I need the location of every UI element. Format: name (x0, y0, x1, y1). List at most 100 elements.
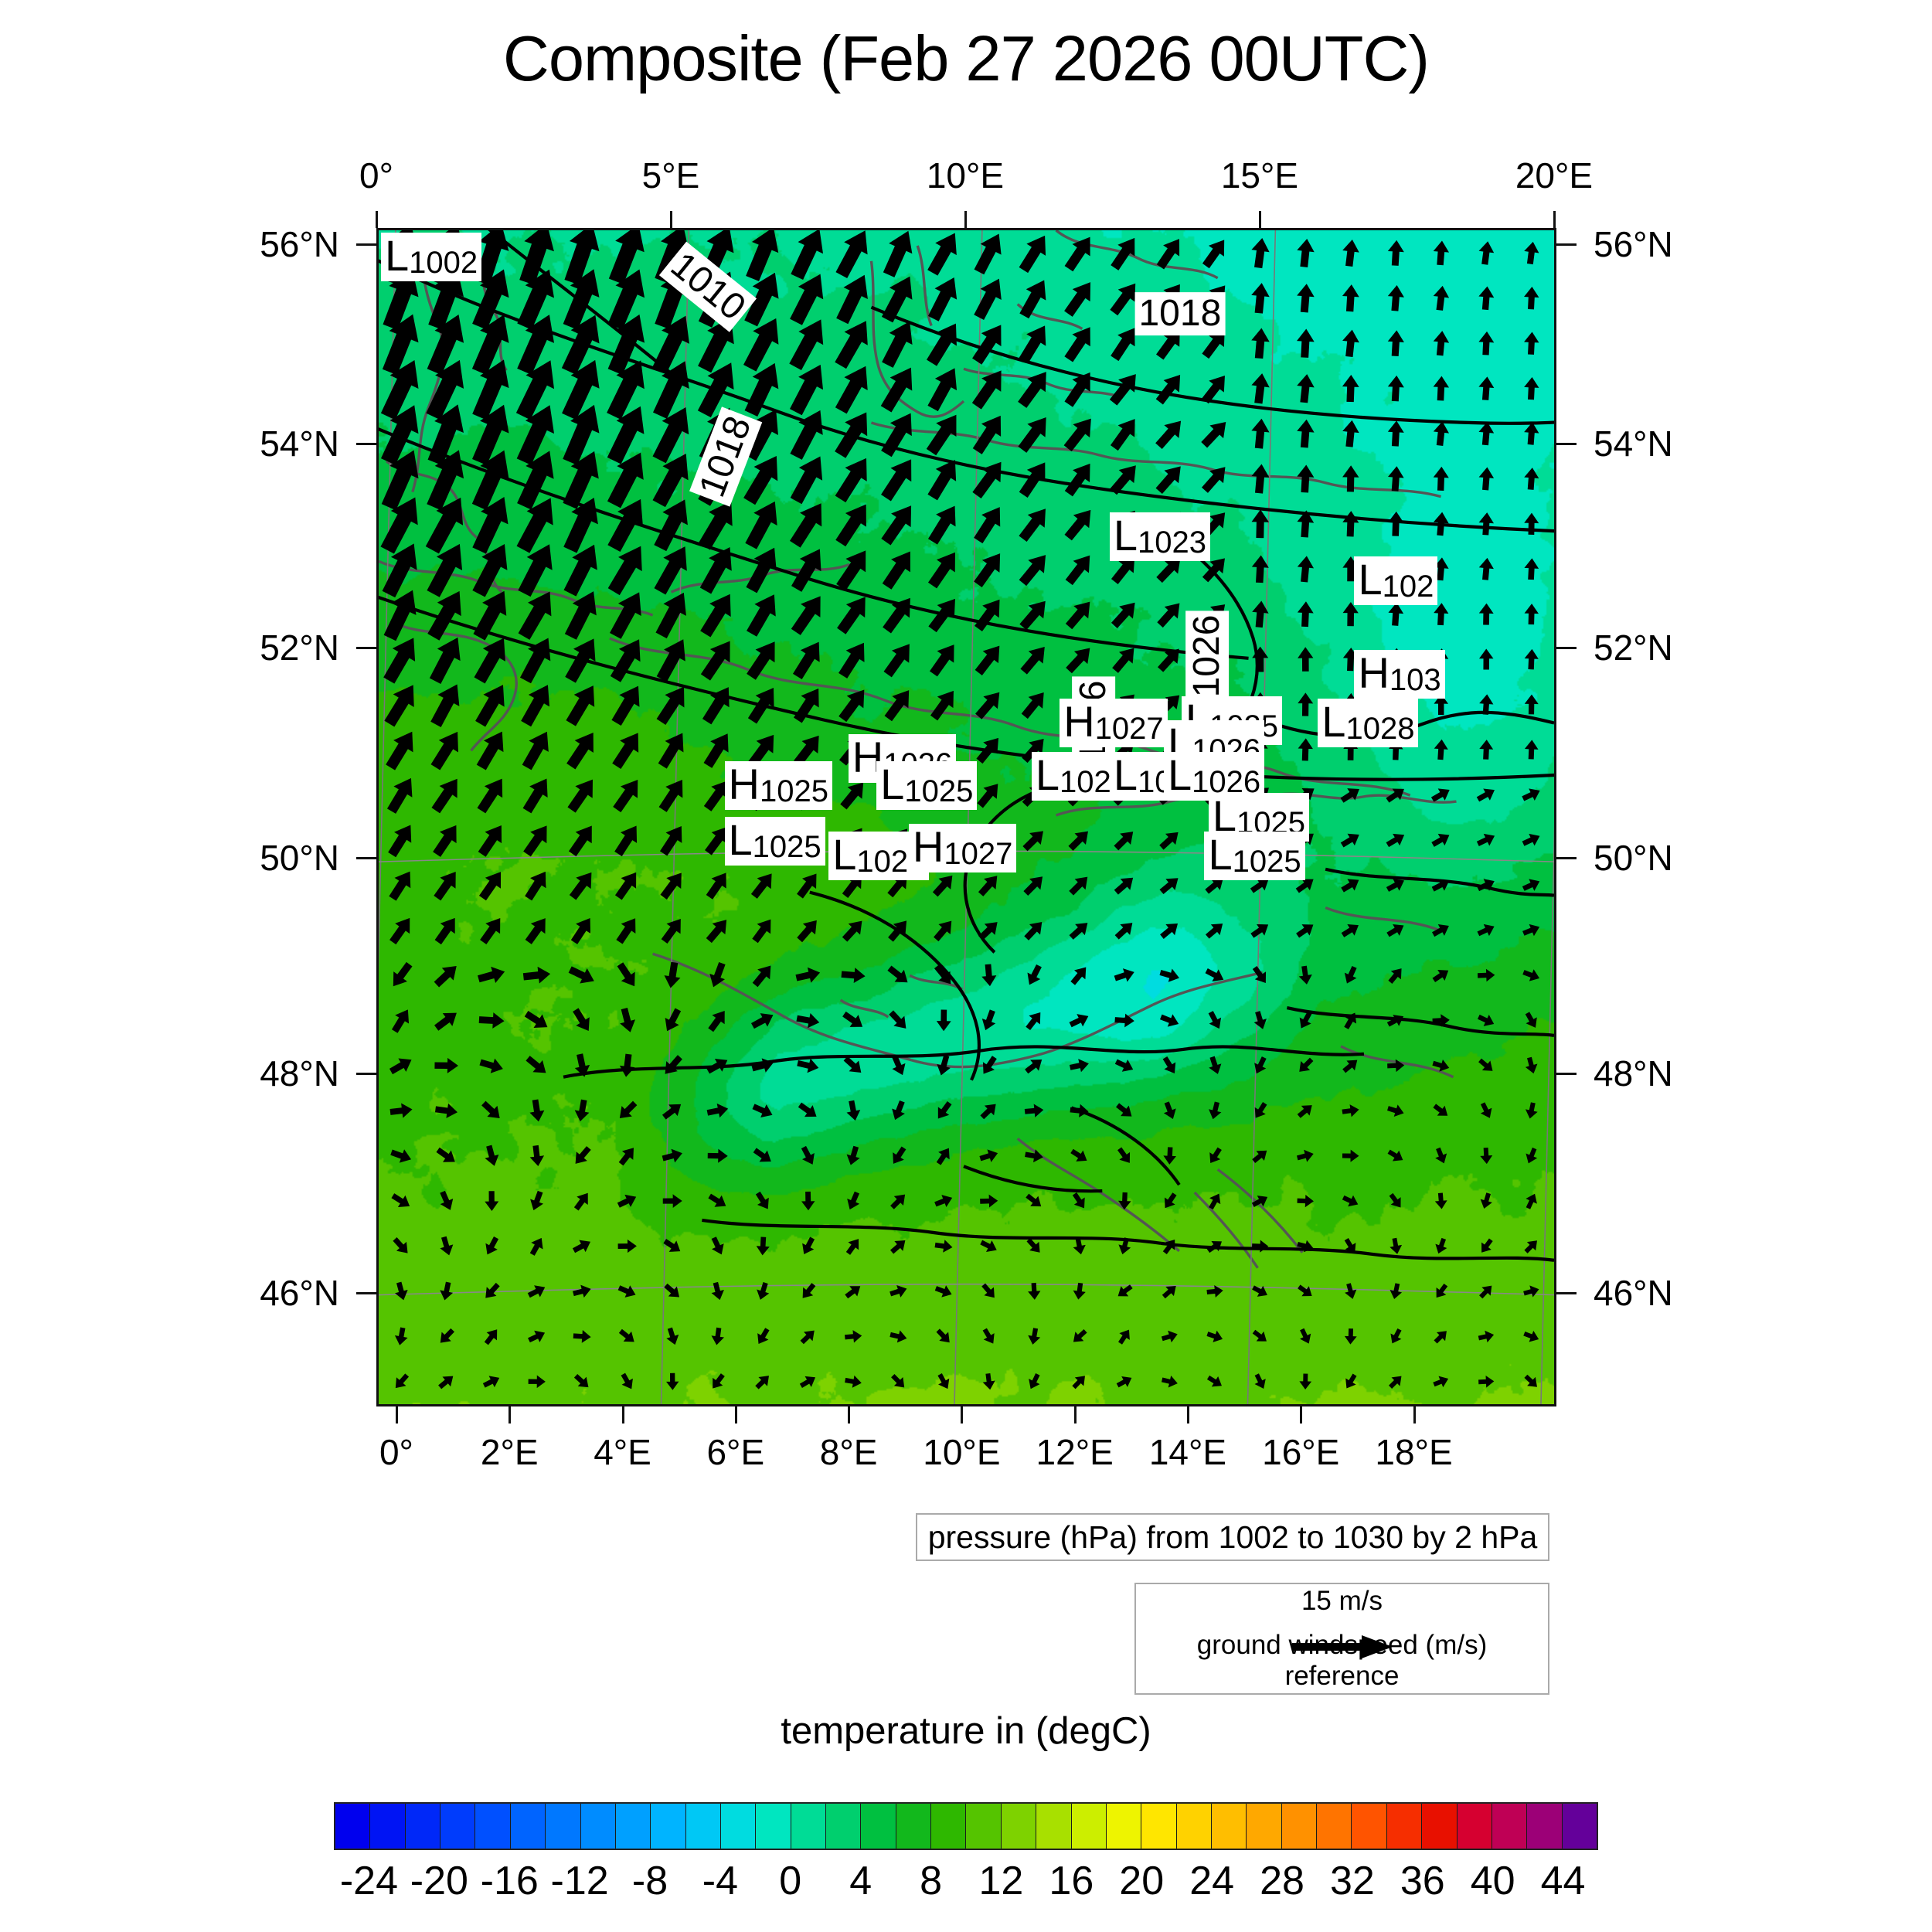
wind-arrow (791, 596, 821, 635)
wind-arrow (425, 497, 464, 554)
pressure-system-value: 1023 (1138, 525, 1207, 560)
colorbar-swatch-32 (1457, 1804, 1492, 1849)
wind-arrow (481, 1100, 500, 1119)
wind-arrow (926, 323, 957, 366)
wind-arrow (797, 1058, 819, 1073)
wind-arrow (1070, 1104, 1089, 1117)
wind-arrow (429, 637, 461, 684)
wind-arrow (529, 1145, 545, 1167)
colorbar-swatch-19 (1001, 1804, 1037, 1849)
wind-arrow (1436, 1284, 1448, 1298)
tick-top-4 (1553, 211, 1556, 228)
wind-arrow (982, 1328, 995, 1344)
wind-arrow (700, 594, 731, 638)
wind-arrow (975, 599, 1000, 632)
wind-arrow (440, 1328, 455, 1343)
tick-bottom-3 (734, 1406, 737, 1423)
wind-arrow (573, 1329, 591, 1343)
wind-arrow (440, 1236, 454, 1256)
wind-arrow (528, 1330, 546, 1343)
wind-arrow (1114, 877, 1134, 895)
tick-left-5 (356, 1292, 376, 1295)
wind-arrow (655, 592, 686, 639)
wind-arrow (1160, 923, 1179, 939)
wind-arrow (1019, 280, 1046, 319)
wind-arrow (835, 412, 868, 458)
weather-map-plot[interactable] (376, 228, 1556, 1406)
wind-arrow (1155, 466, 1181, 494)
colorbar-swatch-5 (510, 1804, 546, 1849)
wind-arrow (937, 1101, 952, 1119)
wind-arrow (706, 920, 727, 944)
wind-reference-caption: ground windspeed (m/s) reference (1196, 1630, 1488, 1691)
wind-arrow (1160, 1014, 1179, 1027)
wind-arrow (838, 642, 865, 679)
axis-label-top-0: 0° (359, 155, 393, 196)
wind-arrow (845, 1286, 861, 1299)
colorbar-swatch-27 (1281, 1804, 1318, 1849)
wind-arrow (427, 450, 464, 511)
wind-arrow (1478, 1058, 1493, 1071)
wind-arrow (1202, 376, 1225, 404)
wind-arrow (517, 451, 554, 510)
wind-arrow (1111, 328, 1135, 362)
wind-arrow (841, 968, 866, 984)
wind-arrow (440, 1190, 454, 1210)
wind-arrow (434, 917, 455, 945)
wind-arrow (981, 964, 997, 987)
wind-arrow (430, 731, 458, 770)
pressure-system-L-1002: L1002 (381, 233, 482, 281)
pressure-system-type: L (880, 760, 905, 809)
colorbar-swatch-6 (546, 1804, 581, 1849)
tick-right-0 (1556, 243, 1577, 246)
wind-arrow (835, 457, 867, 503)
wind-arrow (1252, 1329, 1267, 1342)
wind-arrow (840, 782, 864, 810)
wind-arrow (390, 1149, 412, 1163)
wind-arrow (612, 733, 639, 769)
wind-arrow (977, 784, 998, 808)
wind-arrow (1478, 1375, 1495, 1388)
colorbar-swatch-31 (1422, 1804, 1458, 1849)
wind-arrow (530, 1190, 544, 1211)
colorbar-tick-15: 36 (1400, 1859, 1445, 1903)
wind-arrow (971, 370, 1002, 410)
wind-arrow (485, 1282, 500, 1298)
wind-arrow (1020, 646, 1045, 675)
axis-label-left-0: 56°N (260, 223, 339, 264)
colorbar-tick-labels: -24 -20 -16 -12 -8 -4 0 4 8 12 16 20 24 28 32 36 40 44 (334, 1858, 1598, 1904)
wind-arrow (1342, 1104, 1359, 1117)
wind-arrow (388, 825, 412, 858)
wind-arrow (978, 876, 998, 896)
wind-arrow (975, 645, 1000, 676)
wind-arrow (842, 920, 862, 942)
wind-arrow (564, 230, 600, 285)
wind-arrow (751, 1058, 774, 1073)
wind-arrow (1064, 372, 1090, 407)
wind-arrow (1025, 1060, 1043, 1074)
wind-arrow (607, 546, 642, 596)
wind-arrow (1250, 879, 1269, 893)
temperature-colorbar[interactable] (334, 1802, 1598, 1850)
wind-arrow (1390, 1328, 1402, 1344)
wind-arrow (1386, 879, 1404, 892)
wind-arrow (1205, 923, 1223, 939)
wind-arrow (1342, 420, 1359, 447)
wind-arrow (936, 1009, 951, 1032)
wind-arrow (1478, 603, 1494, 625)
wind-arrow (391, 1009, 410, 1033)
wind-arrow (1201, 422, 1226, 448)
wind-arrow (1478, 467, 1495, 491)
wind-arrow (475, 685, 505, 727)
wind-arrow (932, 875, 953, 897)
wind-arrow (1252, 600, 1269, 628)
wind-arrow (1389, 1283, 1403, 1299)
wind-arrow (1069, 923, 1088, 940)
wind-arrow (1299, 1373, 1312, 1389)
wind-arrow (975, 692, 1000, 719)
wind-arrow (750, 1013, 774, 1029)
wind-arrow (744, 272, 779, 327)
wind-arrow (884, 690, 910, 722)
wind-arrow (791, 549, 821, 592)
wind-arrow (1019, 555, 1046, 587)
